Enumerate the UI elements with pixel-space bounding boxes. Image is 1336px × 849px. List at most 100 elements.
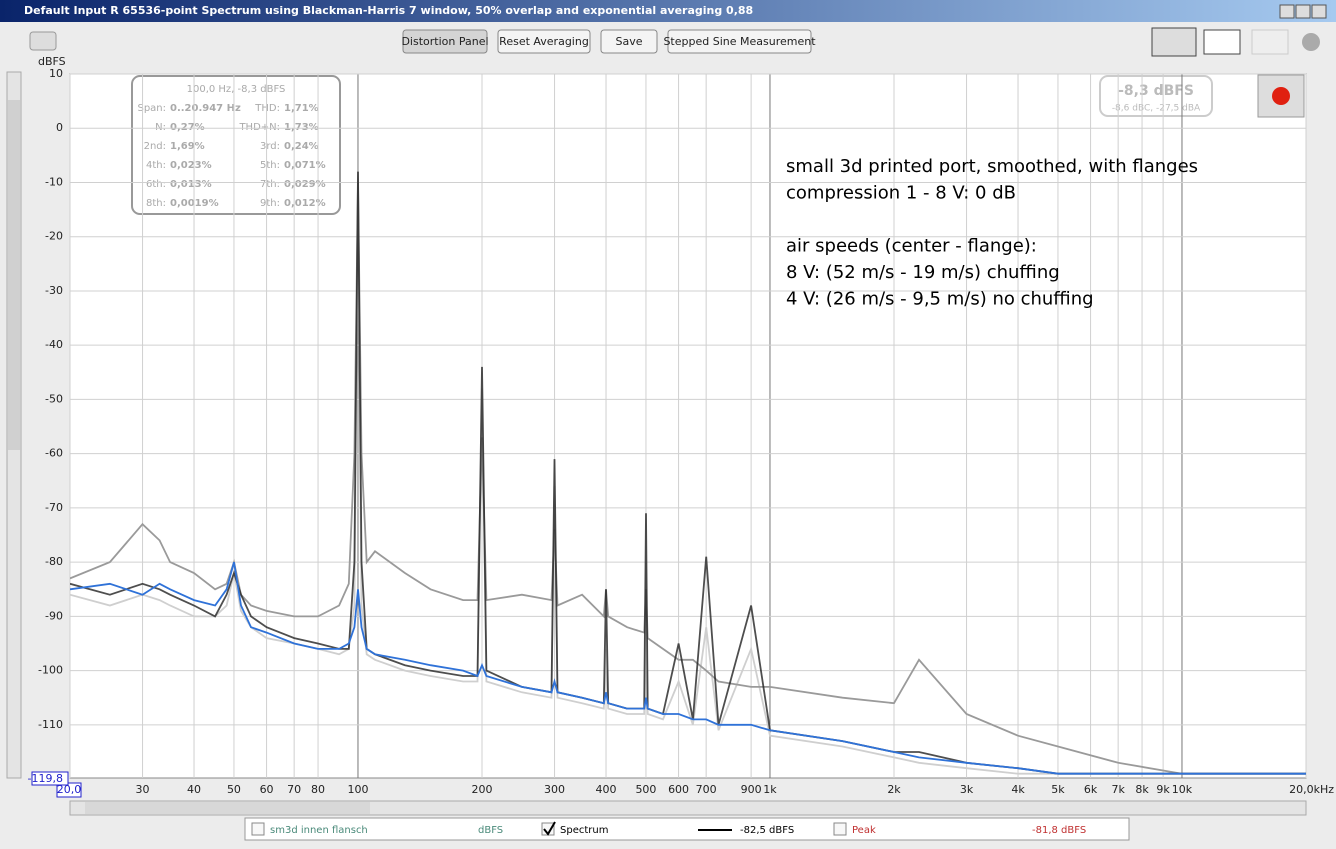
legend-value: -81,8 dBFS — [1032, 825, 1086, 836]
spectrum-trace — [70, 561, 1306, 775]
x-tick-label: 5k — [1051, 783, 1065, 796]
info-value: 0..20.947 Hz — [170, 103, 241, 114]
info-value: 0,029% — [284, 179, 326, 190]
info-label: 4th: — [146, 160, 166, 171]
info-label: 5th: — [260, 160, 280, 171]
x-tick-label: 300 — [544, 783, 565, 796]
info-value: 0,012% — [284, 198, 326, 209]
info-value: 1,71% — [284, 103, 319, 114]
record-led — [1272, 87, 1290, 105]
info-label: 8th: — [146, 198, 166, 209]
grid-button[interactable] — [1203, 29, 1241, 55]
camera-button[interactable] — [29, 31, 57, 51]
info-label: N: — [155, 122, 166, 133]
toolbar-button-label[interactable]: Save — [615, 35, 642, 48]
legend-value: dBFS — [478, 825, 503, 836]
x-tick-label: 200 — [472, 783, 493, 796]
y-tick-label: -70 — [45, 501, 63, 514]
info-label: 9th: — [260, 198, 280, 209]
y-tick-label: -80 — [45, 555, 63, 568]
info-value: 1,73% — [284, 122, 319, 133]
y-tick-label: -50 — [45, 392, 63, 405]
y-tick-label: -10 — [45, 175, 63, 188]
annotation-line: 4 V: (26 m/s - 9,5 m/s) no chuffing — [786, 289, 1094, 310]
x-tick-label: 70 — [287, 783, 301, 796]
x-tick-label: 500 — [635, 783, 656, 796]
x-limit-box — [56, 782, 82, 798]
x-tick-label: 700 — [696, 783, 717, 796]
y-axis-label: dBFS — [38, 55, 66, 68]
x-tick-label: 4k — [1011, 783, 1025, 796]
settings-button[interactable] — [1302, 33, 1320, 51]
grid — [69, 73, 1307, 778]
x-tick-label: 80 — [311, 783, 325, 796]
x-tick-label: 400 — [596, 783, 617, 796]
y-tick-label: -40 — [45, 338, 63, 351]
info-header: 100,0 Hz, -8,3 dBFS — [187, 84, 286, 95]
y-tick-label: -100 — [38, 664, 63, 677]
annotation-line: 8 V: (52 m/s - 19 m/s) chuffing — [786, 262, 1060, 283]
x-tick-label: 8k — [1135, 783, 1149, 796]
toolbar-button[interactable] — [497, 29, 591, 54]
v-scroll-thumb[interactable] — [8, 100, 20, 450]
traces — [70, 171, 1306, 775]
info-value: 0,071% — [284, 160, 326, 171]
level-sub: -8,6 dBC, -27,5 dBA — [1112, 104, 1201, 114]
y-tick-label: -20 — [45, 230, 63, 243]
legend-checkbox[interactable] — [833, 822, 847, 836]
x-tick-label: 100 — [347, 783, 368, 796]
window-controls[interactable] — [1279, 4, 1327, 19]
x-tick-label: 9k — [1156, 783, 1170, 796]
y-tick-label: -60 — [45, 447, 63, 460]
checkmark — [543, 821, 556, 836]
x-tick-label: 40 — [187, 783, 201, 796]
toolbar-button-label[interactable]: Stepped Sine Measurement — [663, 35, 816, 48]
y-limit-box — [31, 771, 69, 786]
h-scrollbar[interactable] — [69, 800, 1307, 816]
x-tick-label: 50 — [227, 783, 241, 796]
y-tick-label: -110 — [38, 718, 63, 731]
annotation-line: compression 1 - 8 V: 0 dB — [786, 183, 1016, 204]
toolbar-button-label[interactable]: Reset Averaging — [499, 35, 589, 48]
x-tick-label: 6k — [1084, 783, 1098, 796]
y-tick-label: -90 — [45, 609, 63, 622]
x-tick-label: 20,0kHz — [1289, 783, 1334, 796]
info-label: THD: — [254, 103, 280, 114]
legend-checkbox[interactable] — [251, 822, 265, 836]
view-button[interactable] — [1151, 27, 1197, 57]
x-tick-label: 3k — [960, 783, 974, 796]
x-tick-label: 600 — [668, 783, 689, 796]
level-box — [1099, 75, 1213, 117]
toolbar-button[interactable] — [667, 29, 812, 54]
info-value: 0,27% — [170, 122, 205, 133]
window-title: Default Input R 65536-point Spectrum usi… — [24, 4, 753, 17]
toolbar-button-label[interactable]: Distortion Panel — [401, 35, 488, 48]
zoom-button[interactable] — [1251, 29, 1289, 55]
x-tick-label: 7k — [1111, 783, 1125, 796]
info-label: 7th: — [260, 179, 280, 190]
toolbar-button[interactable] — [402, 29, 488, 54]
legend-bar — [244, 817, 1130, 841]
y-tick-label: 10 — [49, 67, 63, 80]
x-tick-label: 1k — [763, 783, 777, 796]
info-value: 0,023% — [170, 160, 212, 171]
annotation-line: air speeds (center - flange): — [786, 236, 1037, 257]
info-box: 100,0 Hz, -8,3 dBFS Span: 0..20.947 Hz THD:… — [131, 75, 341, 215]
legend-label: Peak — [852, 825, 876, 836]
info-label: THD+N: — [238, 122, 280, 133]
toolbar-button[interactable] — [600, 29, 658, 54]
info-label: 2nd: — [144, 141, 166, 152]
x-tick-label: 900 — [741, 783, 762, 796]
x-tick-label: 60 — [260, 783, 274, 796]
x-tick-label: 20,0 — [57, 783, 82, 796]
info-value: 0,013% — [170, 179, 212, 190]
info-label: 3rd: — [260, 141, 280, 152]
x-tick-label: 30 — [136, 783, 150, 796]
title-bar — [0, 0, 1336, 22]
level-main: -8,3 dBFS — [1118, 83, 1194, 99]
y-tick-label: -119,8 — [28, 772, 63, 785]
h-scroll-thumb[interactable] — [85, 802, 370, 814]
info-value: 1,69% — [170, 141, 205, 152]
